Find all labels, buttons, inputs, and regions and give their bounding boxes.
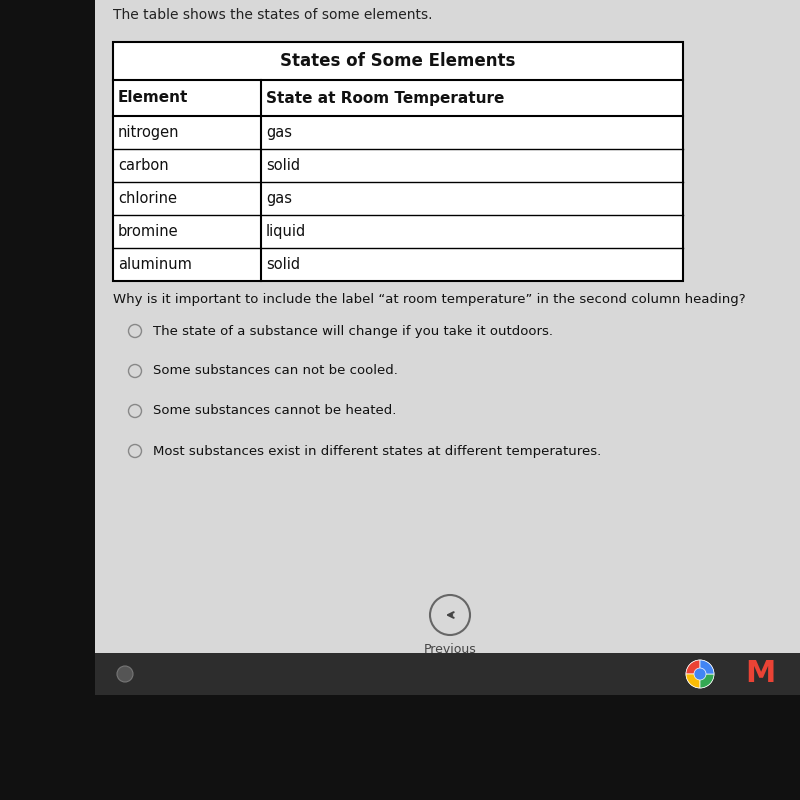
Text: solid: solid	[266, 158, 300, 173]
Circle shape	[117, 666, 133, 682]
Text: Element: Element	[118, 90, 188, 106]
Text: State at Room Temperature: State at Room Temperature	[266, 90, 504, 106]
Text: gas: gas	[266, 191, 292, 206]
Wedge shape	[686, 674, 700, 688]
Text: The table shows the states of some elements.: The table shows the states of some eleme…	[113, 8, 433, 22]
Text: nitrogen: nitrogen	[118, 125, 179, 140]
Circle shape	[117, 666, 133, 682]
Bar	[95, 653, 800, 695]
Circle shape	[694, 668, 706, 680]
Wedge shape	[686, 674, 700, 688]
Circle shape	[686, 660, 714, 688]
Wedge shape	[700, 660, 714, 674]
Text: States of Some Elements: States of Some Elements	[280, 52, 516, 70]
Text: aluminum: aluminum	[118, 257, 192, 272]
Text: M: M	[745, 659, 775, 689]
Bar	[113, 42, 683, 281]
Wedge shape	[700, 660, 714, 674]
Text: liquid: liquid	[266, 224, 306, 239]
Circle shape	[686, 660, 714, 688]
Text: Most substances exist in different states at different temperatures.: Most substances exist in different state…	[153, 445, 602, 458]
Wedge shape	[686, 660, 700, 674]
Wedge shape	[700, 674, 714, 688]
Text: Previous: Previous	[424, 643, 476, 656]
Text: M: M	[745, 659, 775, 689]
Bar	[0, 695, 800, 800]
Bar	[95, 0, 800, 695]
Text: chlorine: chlorine	[118, 191, 177, 206]
Bar	[0, 653, 800, 800]
Bar	[95, 0, 800, 695]
Text: gas: gas	[266, 125, 292, 140]
Wedge shape	[700, 674, 714, 688]
Circle shape	[694, 668, 706, 680]
Text: Some substances can not be cooled.: Some substances can not be cooled.	[153, 365, 398, 378]
Bar	[0, 0, 95, 800]
Text: Why is it important to include the label “at room temperature” in the second col: Why is it important to include the label…	[113, 293, 746, 306]
Text: bromine: bromine	[118, 224, 178, 239]
Text: carbon: carbon	[118, 158, 169, 173]
Bar	[95, 653, 800, 695]
Text: The state of a substance will change if you take it outdoors.: The state of a substance will change if …	[153, 325, 553, 338]
Text: Some substances cannot be heated.: Some substances cannot be heated.	[153, 405, 396, 418]
Wedge shape	[686, 660, 700, 674]
Text: solid: solid	[266, 257, 300, 272]
